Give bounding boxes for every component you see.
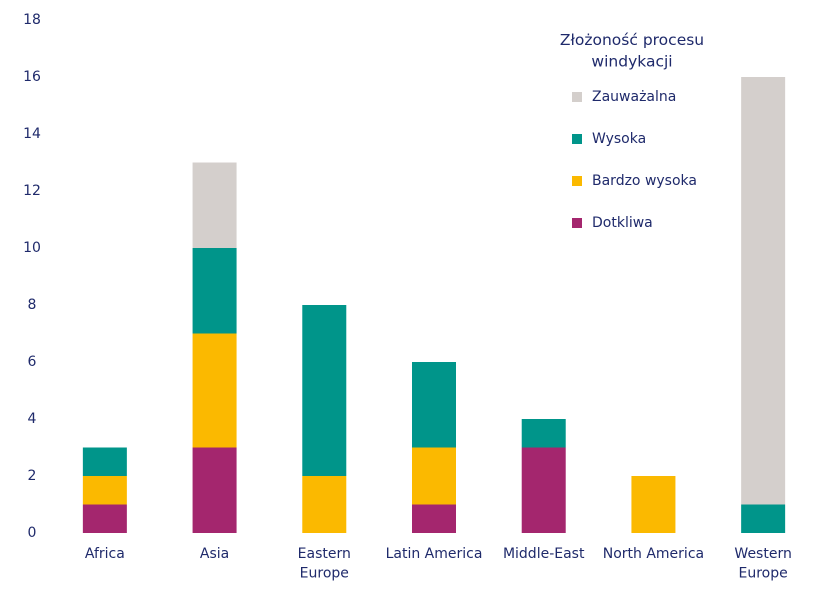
bar-segment	[741, 77, 786, 505]
x-tick-label: Latin America	[386, 546, 483, 562]
x-tick-label: Middle-East	[503, 546, 585, 562]
x-tick-label: Asia	[200, 546, 229, 562]
x-tick-label: Africa	[85, 546, 125, 562]
legend-swatch	[572, 176, 582, 186]
bar-segment	[302, 305, 347, 476]
bar-segment	[82, 504, 127, 533]
x-tick-label: Western Europe	[734, 546, 791, 582]
bar-segment	[192, 333, 237, 448]
legend-label: Bardzo wysoka	[592, 173, 697, 189]
y-tick-label: 12	[23, 183, 41, 199]
y-tick-label: 6	[28, 354, 37, 370]
legend-swatch	[572, 92, 582, 102]
y-tick-label: 10	[23, 240, 41, 256]
bar-segment	[192, 447, 237, 533]
y-tick-label: 18	[23, 12, 41, 28]
bar-segment	[192, 162, 237, 248]
bar-segment	[192, 248, 237, 334]
bar-segment	[302, 476, 347, 533]
y-tick-label: 4	[28, 411, 37, 427]
y-tick-label: 0	[28, 525, 37, 541]
y-tick-label: 8	[28, 297, 37, 313]
bar-segment	[521, 447, 566, 533]
x-tick-label: Eastern Europe	[298, 546, 351, 582]
y-tick-label: 14	[23, 126, 41, 142]
legend-label: Dotkliwa	[592, 215, 653, 231]
legend-label: Zauważalna	[592, 89, 676, 105]
bar-segment	[412, 504, 456, 533]
y-tick-label: 2	[28, 468, 37, 484]
bar-segment	[741, 504, 786, 533]
bar-segment	[521, 419, 566, 448]
bar-segment	[82, 447, 127, 476]
legend-label: Wysoka	[592, 131, 646, 147]
bar-segment	[412, 362, 456, 448]
x-tick-label: North America	[603, 546, 704, 562]
bar-segment	[412, 447, 456, 505]
bar-segment	[631, 476, 676, 533]
legend-swatch	[572, 218, 582, 228]
legend-swatch	[572, 134, 582, 144]
legend-title: Złożoność procesu windykacji	[560, 31, 704, 71]
y-tick-label: 16	[23, 69, 41, 85]
bar-segment	[82, 476, 127, 505]
